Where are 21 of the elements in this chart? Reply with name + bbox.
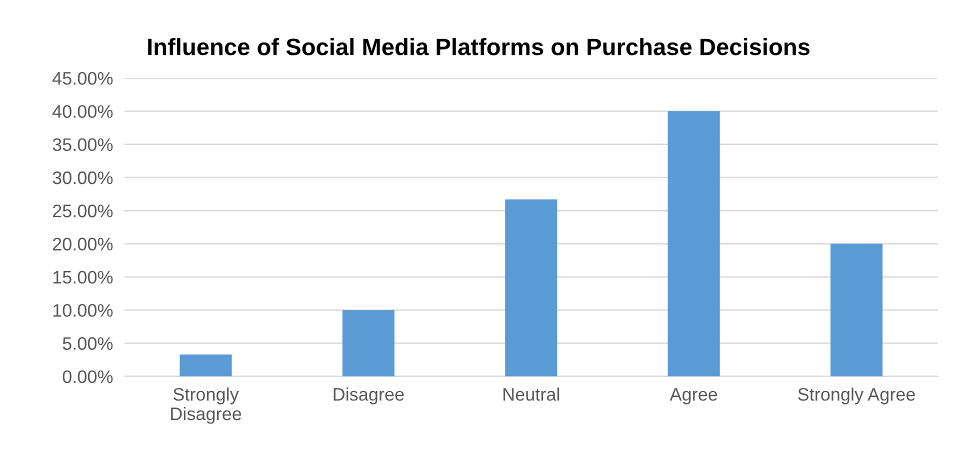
y-tick-label: 10.00% [53, 304, 113, 317]
bar [342, 310, 394, 376]
x-tick-label: Neutral [504, 387, 560, 401]
y-tick-label: 20.00% [52, 238, 113, 250]
y-tick-label: 0.00% [62, 370, 113, 384]
y-tick-label: 30.00% [52, 171, 113, 184]
y-tick-label: 15.00% [53, 270, 113, 284]
y-tick-label: 45.00% [52, 72, 113, 85]
y-tick-label: 35.00% [52, 138, 113, 152]
y-tick-label: 5.00% [62, 337, 113, 350]
x-tick-label: Agree [670, 388, 718, 404]
bar [668, 111, 720, 376]
x-tick-label: Strongly Agree [798, 387, 915, 404]
bar [180, 354, 232, 376]
y-tick-label: 40.00% [52, 105, 113, 118]
y-tick-label: 25.00% [52, 204, 113, 218]
x-tick-label: Strongly Disagree [171, 387, 242, 424]
x-tick-label: Disagree [334, 387, 404, 404]
bar [830, 244, 883, 376]
bar [505, 199, 558, 376]
chart-title: Influence of Social Media Platforms on Purchase Decisions [148, 38, 810, 56]
